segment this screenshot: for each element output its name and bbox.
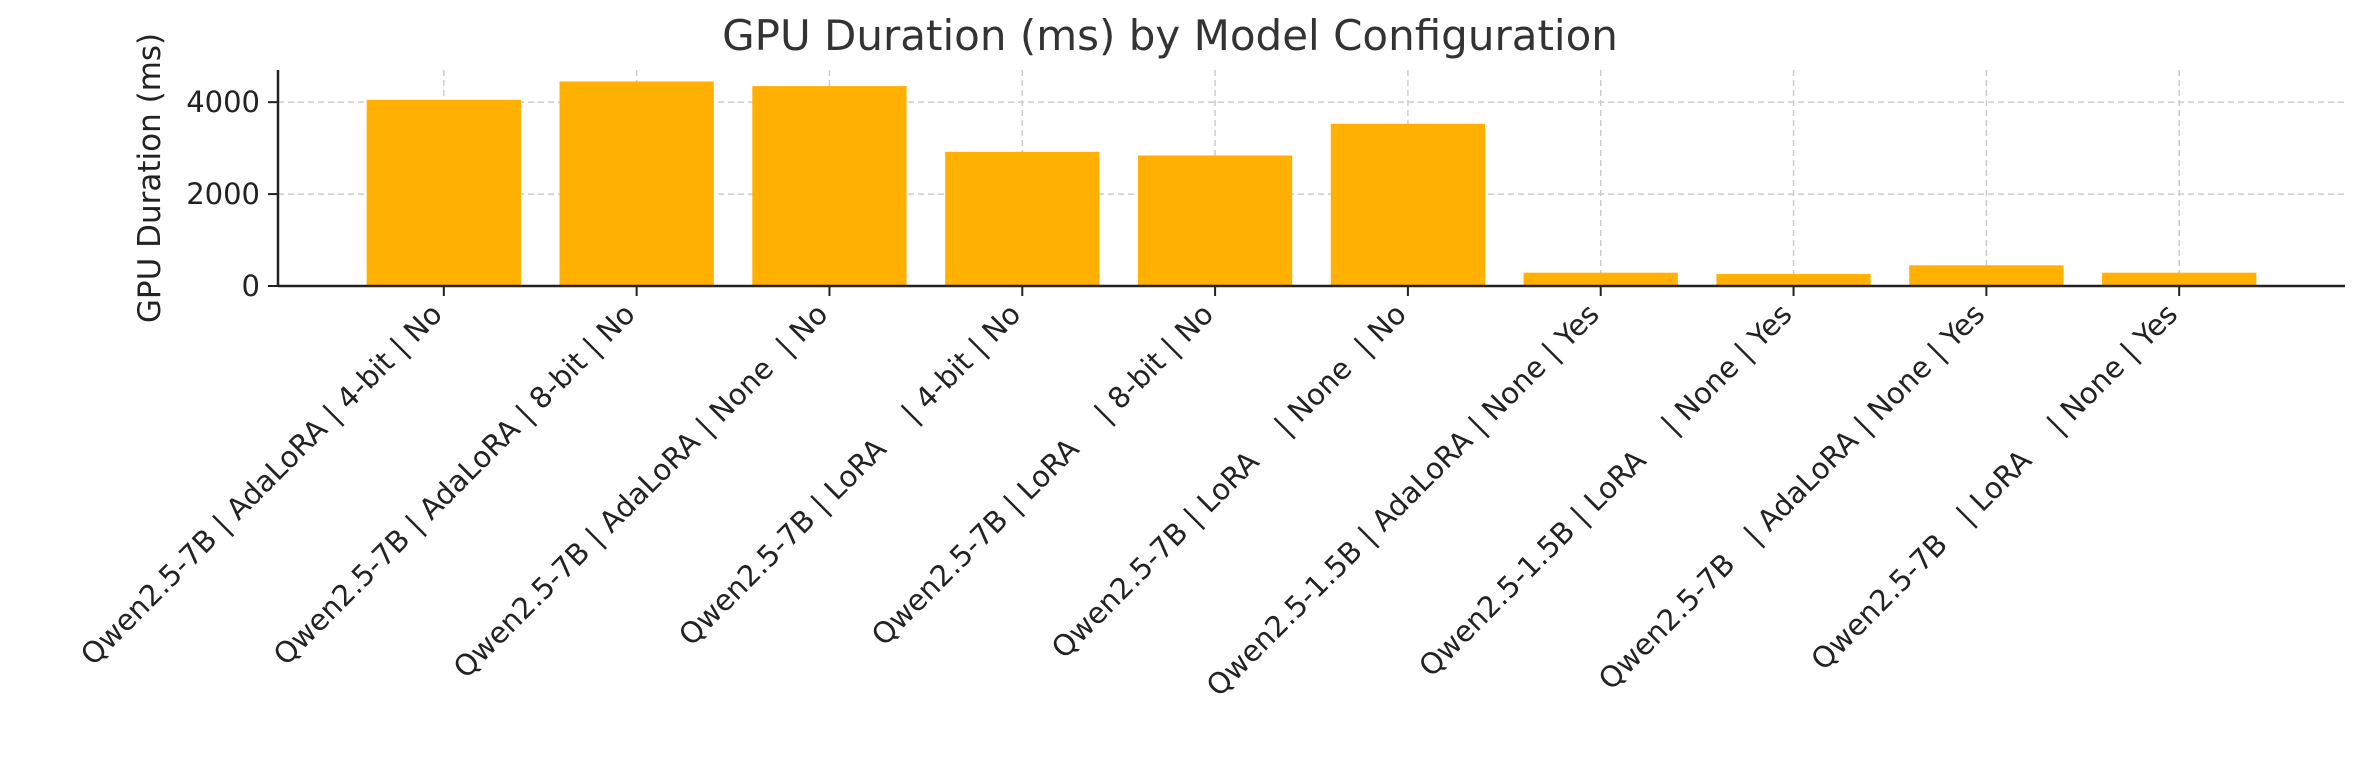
x-tick-label: Qwen2.5-7B | AdaLoRA | None | No [447, 297, 835, 685]
x-tick-label: Qwen2.5-7B | LoRA | None | No [1045, 297, 1413, 665]
bar [2102, 272, 2257, 286]
y-tick-labels: 0 2000 4000 [186, 85, 260, 303]
x-tick-label: Qwen2.5-1.5B | LoRA | None | Yes [1412, 297, 1798, 683]
x-tick-labels: Qwen2.5-7B | AdaLoRA | 4-bit | NoQwen2.5… [74, 297, 2184, 703]
bar [1523, 272, 1678, 286]
chart-title: GPU Duration (ms) by Model Configuration [722, 11, 1618, 60]
bar [1137, 155, 1293, 286]
y-tick-label: 2000 [186, 177, 260, 211]
x-tick-label: Qwen2.5-1.5B | AdaLoRA | None | Yes [1200, 297, 1606, 703]
bar [1716, 274, 1871, 286]
bar [752, 86, 907, 286]
bar [366, 99, 521, 286]
axes [268, 70, 2345, 296]
x-tick-label: Qwen2.5-7B | LoRA | 8-bit | No [865, 297, 1220, 652]
bar [559, 81, 714, 286]
x-tick-label: Qwen2.5-7B | LoRA | None | Yes [1804, 297, 2184, 677]
y-tick-label: 4000 [186, 85, 260, 119]
x-tick-label: Qwen2.5-7B | AdaLoRA | 4-bit | No [74, 297, 449, 672]
y-tick-label: 0 [242, 269, 260, 303]
bar [945, 151, 1100, 286]
bars [366, 81, 2257, 287]
bar [1909, 265, 2064, 286]
x-tick-label: Qwen2.5-7B | AdaLoRA | 8-bit | No [267, 297, 642, 672]
x-tick-label: Qwen2.5-7B | LoRA | 4-bit | No [672, 297, 1027, 652]
x-tick-label: Qwen2.5-7B | AdaLoRA | None | Yes [1592, 297, 1991, 696]
y-axis-label: GPU Duration (ms) [132, 33, 168, 323]
bar [1330, 123, 1486, 287]
